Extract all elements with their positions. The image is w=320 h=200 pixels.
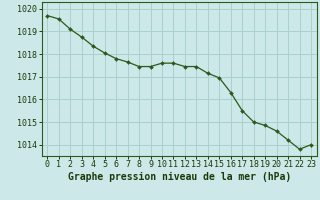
X-axis label: Graphe pression niveau de la mer (hPa): Graphe pression niveau de la mer (hPa) [68,172,291,182]
